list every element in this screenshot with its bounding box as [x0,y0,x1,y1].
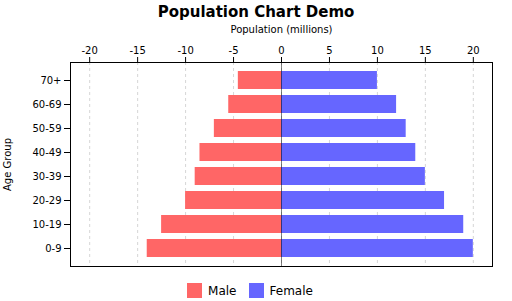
svg-text:50-59: 50-59 [32,123,61,134]
svg-text:30-39: 30-39 [32,171,61,182]
svg-text:-15: -15 [129,45,145,56]
svg-text:10: 10 [371,45,384,56]
html-text:Male: Male [208,283,237,298]
svg-text:-10: -10 [177,45,193,56]
svg-text:10-19: 10-19 [32,219,61,230]
svg-text:Population (millions): Population (millions) [230,24,332,35]
svg-text:70+: 70+ [40,75,61,86]
html-text:Female: Female [269,283,313,298]
svg-text:-20: -20 [82,45,98,56]
html-text:Population Chart Demo: Population Chart Demo [157,3,355,21]
svg-text:0-9: 0-9 [45,243,61,254]
svg-text:60-69: 60-69 [32,99,61,110]
svg-text:20: 20 [467,45,480,56]
svg-text:0: 0 [278,45,284,56]
svg-text:-5: -5 [229,45,239,56]
svg-text:20-29: 20-29 [32,195,61,206]
svg-text:40-49: 40-49 [32,147,61,158]
svg-text:Age Group: Age Group [2,138,13,191]
svg-text:5: 5 [326,45,332,56]
svg-text:15: 15 [419,45,432,56]
